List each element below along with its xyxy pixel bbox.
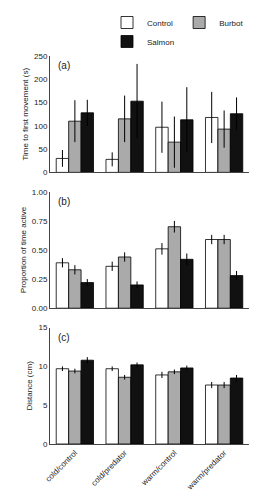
svg-text:50: 50: [38, 145, 47, 154]
svg-text:0: 0: [43, 440, 48, 449]
svg-text:Control: Control: [147, 19, 173, 28]
svg-text:0.75: 0.75: [32, 217, 48, 226]
svg-text:1.00: 1.00: [32, 188, 48, 197]
svg-text:(c): (c): [58, 332, 70, 343]
svg-text:0.25: 0.25: [32, 275, 48, 284]
svg-text:10: 10: [38, 362, 47, 371]
svg-text:0: 0: [43, 168, 48, 177]
svg-text:0.50: 0.50: [32, 246, 48, 255]
svg-text:cold/predator: cold/predator: [89, 448, 129, 488]
svg-text:5: 5: [43, 401, 48, 410]
svg-text:200: 200: [34, 75, 48, 84]
svg-text:0.00: 0.00: [32, 304, 48, 313]
svg-text:150: 150: [34, 98, 48, 107]
svg-text:warm/predator: warm/predator: [185, 448, 229, 492]
svg-text:15: 15: [38, 323, 47, 332]
svg-text:(a): (a): [58, 60, 70, 71]
svg-text:cold/control: cold/control: [44, 448, 79, 483]
svg-text:warm/control: warm/control: [139, 448, 179, 488]
svg-text:100: 100: [34, 122, 48, 131]
svg-text:Time to first movement (s): Time to first movement (s): [21, 68, 30, 161]
svg-text:(b): (b): [58, 196, 70, 207]
svg-text:250: 250: [34, 52, 48, 61]
svg-text:Salmon: Salmon: [147, 38, 174, 47]
svg-text:Distance (cm): Distance (cm): [25, 361, 34, 411]
svg-text:Proportion of time active: Proportion of time active: [19, 206, 28, 293]
svg-text:Burbot: Burbot: [219, 19, 243, 28]
